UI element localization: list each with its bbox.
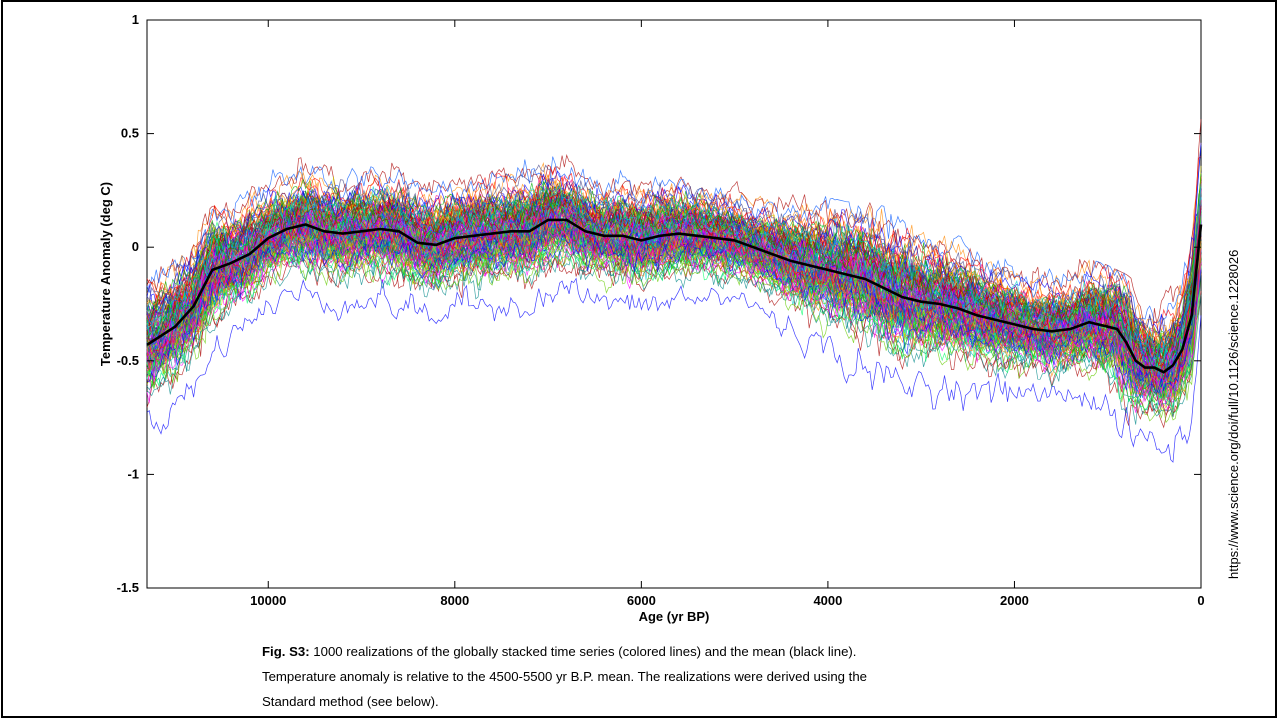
caption-line-3: Standard method (see below). [262,694,439,709]
x-tick-label: 4000 [813,593,842,608]
caption-line-1: Fig. S3: 1000 realizations of the global… [262,639,1082,664]
caption-label: Fig. S3: [262,644,310,659]
caption-text-1: 1000 realizations of the globally stacke… [309,644,857,659]
mean-line [146,218,1203,374]
realization-line [146,247,1202,415]
realization-line [146,245,1202,424]
x-tick-label: 6000 [627,593,656,608]
y-tick-label: 0 [132,239,139,254]
realization-line [146,217,1202,394]
source-url[interactable]: https://www.science.org/doi/full/10.1126… [1226,249,1241,579]
realization-line [146,214,1202,390]
realization-line [146,277,1202,463]
realization-line [146,209,1202,388]
realization-line [146,202,1202,379]
x-tick-label: 8000 [440,593,469,608]
realization-line [146,191,1202,380]
y-tick-label: -0.5 [117,353,139,368]
x-tick-label: 10000 [250,593,286,608]
realization-line [146,173,1202,373]
y-tick-label: 0.5 [121,126,139,141]
realization-line [146,119,1202,342]
figure-caption: Fig. S3: 1000 realizations of the global… [262,639,1082,714]
realization-line [146,164,1202,345]
realization-line [146,145,1202,329]
y-tick-label: -1 [127,466,139,481]
y-tick-label: -1.5 [117,580,139,595]
realization-line [146,243,1202,417]
y-tick-label: 1 [132,12,139,27]
x-axis-label: Age (yr BP) [639,609,710,624]
realization-line [146,183,1202,376]
caption-line-2: Temperature anomaly is relative to the 4… [262,669,868,684]
realization-line [146,227,1202,402]
x-tick-label: 2000 [1000,593,1029,608]
y-axis-label: Temperature Anomaly (deg C) [98,182,113,366]
realization-line [146,230,1202,402]
x-tick-label: 0 [1197,593,1204,608]
realization-line [146,230,1202,394]
realization-line [146,185,1202,360]
